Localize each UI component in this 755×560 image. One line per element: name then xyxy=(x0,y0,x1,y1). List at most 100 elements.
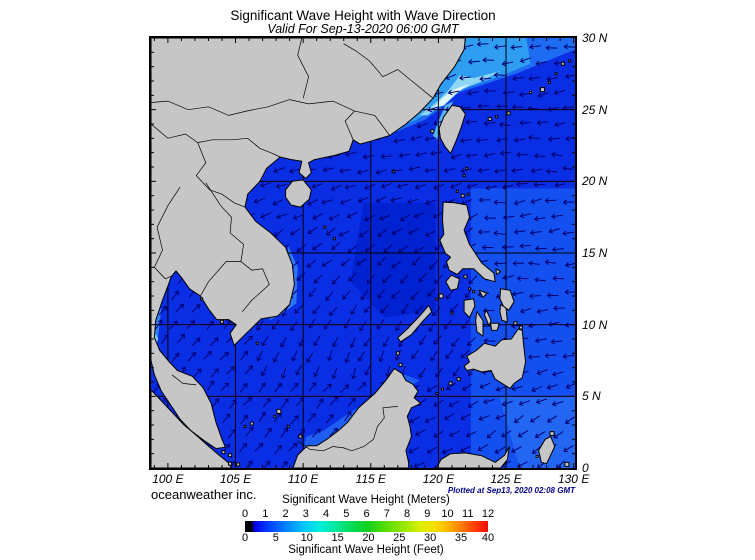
wave-direction-arrow xyxy=(325,227,336,236)
land-islet xyxy=(472,290,476,294)
wave-direction-arrow xyxy=(518,400,530,406)
wave-direction-arrow xyxy=(298,335,305,347)
wave-direction-arrow xyxy=(533,216,546,222)
wave-direction-arrow xyxy=(357,382,367,391)
wave-direction-arrow xyxy=(408,446,420,454)
legend-feet-label: 40 xyxy=(481,532,495,544)
land-islet xyxy=(430,129,435,134)
wave-direction-arrow xyxy=(380,153,393,160)
legend-feet-label: 25 xyxy=(393,532,406,544)
wave-direction-arrow xyxy=(563,43,575,50)
wave-direction-arrow xyxy=(426,446,438,454)
wave-direction-arrow xyxy=(396,183,409,189)
wave-direction-arrow xyxy=(203,351,213,360)
wave-direction-arrow xyxy=(288,442,298,452)
wave-direction-arrow xyxy=(338,230,350,237)
sea-patch-dark-west-luzon xyxy=(350,202,436,318)
wave-direction-arrow xyxy=(364,183,376,190)
wave-direction-arrow xyxy=(366,274,375,284)
wave-direction-arrow xyxy=(528,293,541,299)
wave-direction-arrow xyxy=(264,427,272,438)
land-islet xyxy=(518,325,523,330)
land-islet xyxy=(466,192,470,196)
wave-direction-arrow xyxy=(416,123,429,129)
map-plot-area xyxy=(149,36,577,470)
wave-direction-arrow xyxy=(553,89,566,96)
wave-direction-arrow xyxy=(245,460,253,468)
wave-direction-arrow xyxy=(517,430,529,438)
wave-direction-arrow xyxy=(493,44,506,50)
legend-meter-label: 1 xyxy=(262,508,269,520)
wave-direction-arrow xyxy=(495,385,507,392)
south-china-sea-map xyxy=(151,38,575,468)
wave-direction-arrow xyxy=(414,246,425,254)
wave-direction-arrow xyxy=(410,290,419,301)
legend-meter-label: 12 xyxy=(481,508,495,520)
wave-direction-arrow xyxy=(296,397,305,407)
land-negros xyxy=(475,311,484,337)
wave-direction-arrow xyxy=(316,398,324,409)
land-catanduanes xyxy=(495,268,502,275)
land-islet xyxy=(495,115,499,119)
wave-direction-arrow xyxy=(271,320,280,330)
wave-direction-arrow xyxy=(443,319,452,330)
wave-direction-arrow xyxy=(380,182,393,189)
lon-tick-label: 100 E xyxy=(152,472,184,486)
lon-tick-label: 120 E xyxy=(422,472,455,486)
wave-direction-arrow xyxy=(391,290,401,299)
lat-tick-label: 10 N xyxy=(582,317,608,332)
wave-direction-arrow xyxy=(245,426,254,437)
wave-direction-arrow xyxy=(292,214,305,220)
border-cambodia xyxy=(200,261,270,313)
wave-direction-arrow xyxy=(291,350,298,362)
wave-direction-arrow xyxy=(312,242,323,251)
wave-direction-arrow xyxy=(477,167,490,174)
wave-direction-arrow xyxy=(261,336,269,347)
wave-direction-arrow xyxy=(429,260,438,270)
wave-direction-arrow xyxy=(274,382,282,393)
land-cebu xyxy=(483,309,492,327)
wave-direction-arrow xyxy=(426,384,438,392)
wave-direction-arrow xyxy=(496,103,509,110)
wave-direction-arrow xyxy=(562,165,575,172)
wave-direction-arrow xyxy=(411,349,420,360)
wave-direction-arrow xyxy=(537,92,549,98)
wave-direction-arrow xyxy=(332,336,339,348)
wave-direction-arrow xyxy=(393,138,406,144)
legend-meter-label: 9 xyxy=(424,508,431,520)
wave-direction-arrow xyxy=(468,275,478,285)
wave-direction-arrow xyxy=(516,275,529,282)
land-islet xyxy=(468,287,471,291)
wave-direction-arrow xyxy=(424,230,436,237)
wave-direction-arrow xyxy=(547,136,560,142)
wave-direction-arrow xyxy=(276,213,288,220)
wave-direction-arrow xyxy=(460,349,470,359)
wave-direction-arrow xyxy=(546,415,558,423)
wave-direction-arrow xyxy=(313,366,320,378)
legend-meter-label: 4 xyxy=(322,508,330,520)
wave-direction-arrow xyxy=(527,134,540,141)
wave-direction-arrow xyxy=(465,119,478,125)
wave-direction-arrow xyxy=(296,244,307,253)
wave-direction-arrow xyxy=(356,258,367,266)
wave-direction-arrow xyxy=(475,137,488,144)
land-mindoro xyxy=(445,274,460,291)
wave-direction-arrow xyxy=(263,460,271,468)
wave-direction-arrow xyxy=(308,318,316,329)
wave-direction-arrow xyxy=(331,275,341,285)
legend-meter-label: 7 xyxy=(383,508,390,520)
land-bohol xyxy=(490,322,500,331)
lon-tick-label: 110 E xyxy=(287,472,319,486)
land-islet xyxy=(455,189,459,193)
wave-direction-arrow xyxy=(516,151,529,158)
axis-ticks xyxy=(151,38,575,468)
wave-direction-arrow xyxy=(338,168,351,174)
wave-direction-arrow xyxy=(344,151,357,157)
wave-direction-arrow xyxy=(565,73,575,79)
wave-direction-arrow xyxy=(499,150,512,156)
wave-direction-arrow xyxy=(483,398,495,405)
wave-direction-arrow xyxy=(562,199,575,206)
border-malaysia-thailand xyxy=(171,374,197,386)
wave-direction-arrow xyxy=(187,352,196,362)
wave-direction-arrow xyxy=(171,290,179,301)
